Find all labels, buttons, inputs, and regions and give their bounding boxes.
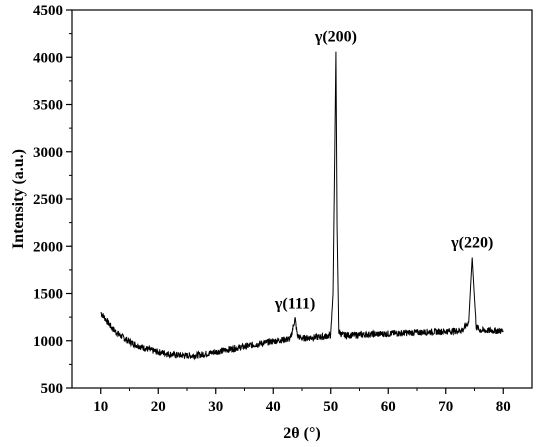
xrd-pattern-line bbox=[100, 51, 504, 361]
peak-label: γ(220) bbox=[450, 235, 493, 252]
x-tick-label: 60 bbox=[381, 399, 396, 415]
y-tick-label: 3500 bbox=[33, 98, 63, 114]
axis-ticks bbox=[66, 9, 504, 394]
y-tick-label: 4500 bbox=[33, 3, 63, 19]
x-tick-label: 40 bbox=[266, 399, 281, 415]
x-tick-label: 70 bbox=[438, 399, 453, 415]
x-tick-label: 30 bbox=[208, 399, 223, 415]
peak-annotations: γ(111) γ(200) γ(220) bbox=[274, 29, 493, 313]
y-tick-label: 500 bbox=[41, 381, 64, 397]
y-tick-label: 1500 bbox=[33, 287, 63, 303]
x-axis-title: 2θ (°) bbox=[283, 425, 320, 442]
x-tick-label: 50 bbox=[323, 399, 338, 415]
y-tick-label: 4000 bbox=[33, 50, 63, 66]
x-tick-label: 20 bbox=[151, 399, 166, 415]
peak-label: γ(200) bbox=[314, 29, 357, 46]
y-tick-label: 2000 bbox=[33, 239, 63, 255]
y-tick-label: 3000 bbox=[33, 145, 63, 161]
y-tick-label: 2500 bbox=[33, 192, 63, 208]
y-axis-title: Intensity (a.u.) bbox=[10, 149, 27, 249]
x-tick-label: 80 bbox=[496, 399, 511, 415]
peak-label: γ(111) bbox=[274, 296, 315, 313]
tick-labels: 10 20 30 40 50 60 70 80 500 1000 1500 2000 2500 3000 3… bbox=[33, 3, 511, 415]
y-tick-label: 1000 bbox=[33, 334, 63, 350]
x-tick-label: 10 bbox=[93, 399, 108, 415]
